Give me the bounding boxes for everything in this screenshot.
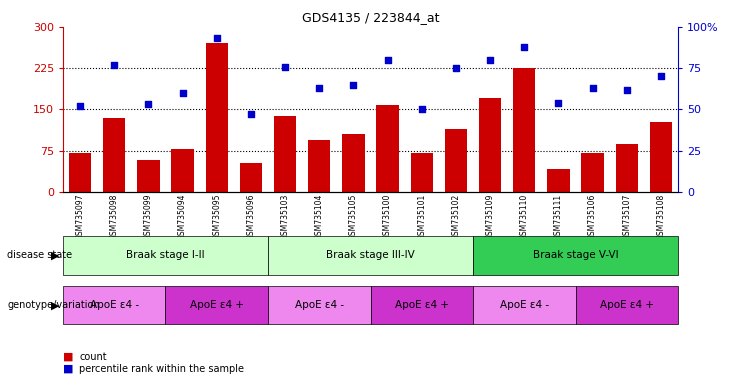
Text: Braak stage III-IV: Braak stage III-IV xyxy=(326,250,415,260)
Point xyxy=(210,35,222,41)
Bar xyxy=(445,129,467,192)
Bar xyxy=(616,144,638,192)
Bar xyxy=(376,105,399,192)
Text: count: count xyxy=(79,352,107,362)
Bar xyxy=(479,98,501,192)
Text: ■: ■ xyxy=(63,364,73,374)
Point xyxy=(553,100,565,106)
Text: genotype/variation: genotype/variation xyxy=(7,300,100,310)
Bar xyxy=(103,118,125,192)
Text: ▶: ▶ xyxy=(51,250,59,260)
Point xyxy=(74,103,86,109)
Bar xyxy=(514,68,535,192)
Text: ApoE ε4 +: ApoE ε4 + xyxy=(599,300,654,310)
Bar xyxy=(342,134,365,192)
Bar xyxy=(411,154,433,192)
Point xyxy=(348,82,359,88)
Text: ApoE ε4 +: ApoE ε4 + xyxy=(395,300,449,310)
Point xyxy=(450,65,462,71)
Text: Braak stage V-VI: Braak stage V-VI xyxy=(533,250,618,260)
Text: ApoE ε4 -: ApoE ε4 - xyxy=(90,300,139,310)
Point xyxy=(518,44,530,50)
Text: ApoE ε4 -: ApoE ε4 - xyxy=(499,300,549,310)
Point xyxy=(245,111,257,118)
Point xyxy=(416,106,428,113)
Point xyxy=(142,101,154,108)
Point xyxy=(655,73,667,79)
Bar xyxy=(137,160,159,192)
Bar xyxy=(274,116,296,192)
Bar xyxy=(650,122,672,192)
Title: GDS4135 / 223844_at: GDS4135 / 223844_at xyxy=(302,11,439,24)
Bar xyxy=(548,169,570,192)
Text: ▶: ▶ xyxy=(51,300,59,310)
Point xyxy=(313,85,325,91)
Text: ApoE ε4 -: ApoE ε4 - xyxy=(295,300,344,310)
Text: disease state: disease state xyxy=(7,250,73,260)
Bar xyxy=(308,140,330,192)
Point xyxy=(484,57,496,63)
Bar xyxy=(582,154,604,192)
Point xyxy=(108,62,120,68)
Point xyxy=(382,57,393,63)
Point xyxy=(587,85,599,91)
Text: Braak stage I-II: Braak stage I-II xyxy=(126,250,205,260)
Bar xyxy=(240,163,262,192)
Point xyxy=(176,90,188,96)
Bar xyxy=(171,149,193,192)
Text: percentile rank within the sample: percentile rank within the sample xyxy=(79,364,245,374)
Text: ■: ■ xyxy=(63,352,73,362)
Bar xyxy=(69,154,91,192)
Point xyxy=(621,86,633,93)
Bar xyxy=(206,43,227,192)
Point xyxy=(279,63,291,70)
Text: ApoE ε4 +: ApoE ε4 + xyxy=(190,300,244,310)
